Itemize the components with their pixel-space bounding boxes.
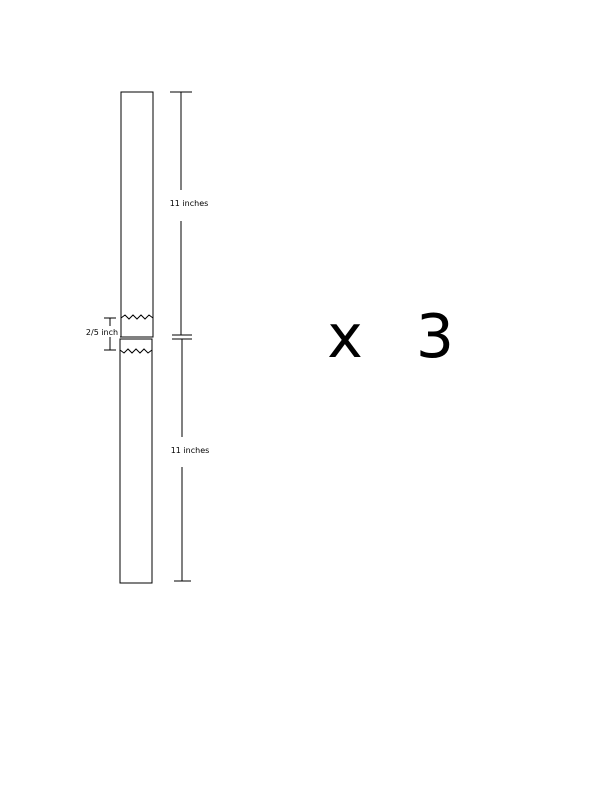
multiplier-count: 3 <box>416 302 454 372</box>
bottom-dimension-label: 11 inches <box>171 446 210 455</box>
multiplier-x: x <box>327 302 363 372</box>
bottom-strip-tear-line <box>119 348 153 354</box>
top-strip-tear-line <box>120 314 154 320</box>
overlap-dimension-label: 2/5 inch <box>86 328 118 337</box>
bottom-strip <box>119 338 153 584</box>
top-dimension-label: 11 inches <box>170 199 209 208</box>
bottom-dimension: 11 inches <box>171 338 210 582</box>
top-dimension: 11 inches <box>170 91 209 336</box>
overlap-dimension: 2/5 inch <box>86 317 118 351</box>
top-strip <box>120 91 154 338</box>
